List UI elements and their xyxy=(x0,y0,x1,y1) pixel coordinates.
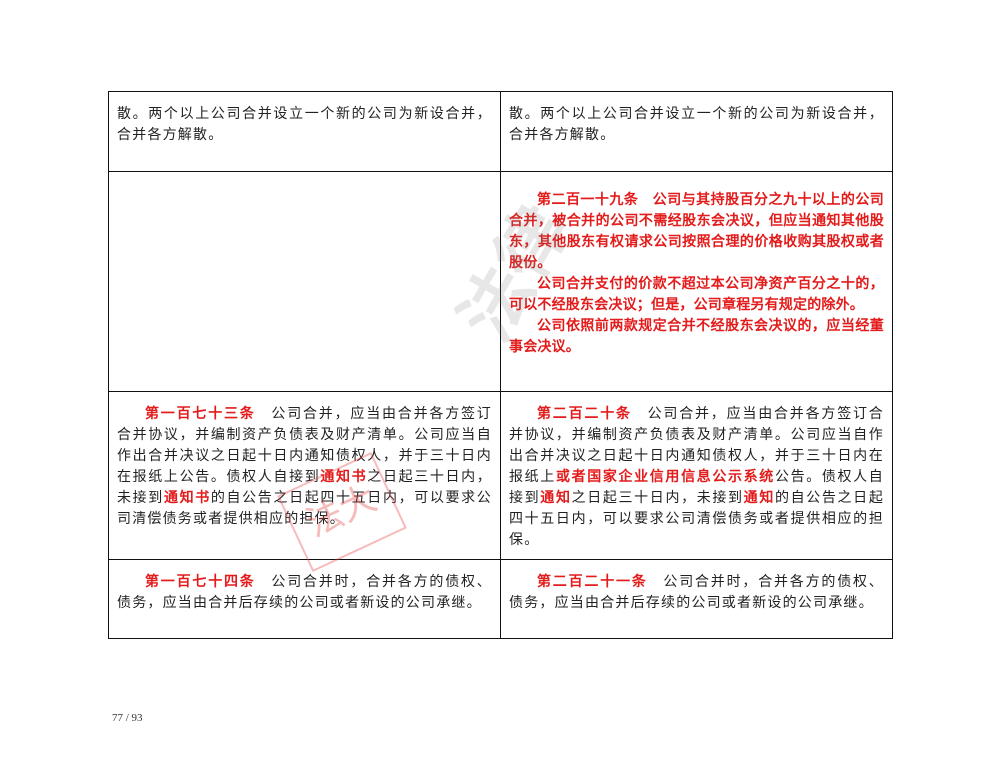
old-text-cell xyxy=(108,171,501,392)
highlight: 通知 xyxy=(540,490,572,506)
article-number: 第二百二十条 xyxy=(537,406,632,422)
old-text-cell: 第一百七十四条 公司合并时，合并各方的债权、债务，应当由合并后存续的公司或者新设… xyxy=(108,559,501,639)
paragraph: 第一百七十四条 公司合并时，合并各方的债权、债务，应当由合并后存续的公司或者新设… xyxy=(117,572,492,614)
article-number: 第一百七十三条 xyxy=(145,406,256,422)
text: 之日起三十日内，未接到 xyxy=(117,469,492,506)
text: 公告。债权人自接到 xyxy=(509,469,884,506)
page-number: 77 / 93 xyxy=(112,712,143,724)
article-number: 第二百二十一条 xyxy=(537,574,648,590)
comparison-table: 散。两个以上公司合并设立一个新的公司为新设合并，合并各方解散。 散。两个以上公司… xyxy=(108,91,893,639)
paragraph: 公司合并支付的价款不超过本公司净资产百分之十的，可以不经股东会决议；但是，公司章… xyxy=(509,276,884,313)
paragraph: 散。两个以上公司合并设立一个新的公司为新设合并，合并各方解散。 xyxy=(509,106,884,143)
old-text-cell: 散。两个以上公司合并设立一个新的公司为新设合并，合并各方解散。 xyxy=(108,91,501,172)
paragraph: 第二百一十九条 公司与其持股百分之九十以上的公司合并，被合并的公司不需经股东会决… xyxy=(509,192,884,271)
table-row: 第一百七十三条 公司合并，应当由合并各方签订合并协议，并编制资产负债表及财产清单… xyxy=(108,391,893,560)
new-text-cell: 散。两个以上公司合并设立一个新的公司为新设合并，合并各方解散。 xyxy=(500,91,893,172)
text: 公司合并时，合并各方的债权、债务，应当由合并后存续的公司或者新设的公司承继。 xyxy=(117,574,493,611)
text: 公司合并，应当由合并各方签订合并协议，并编制资产负债表及财产清单。公司应当自作出… xyxy=(117,406,493,485)
text: 公司合并时，合并各方的债权、债务，应当由合并后存续的公司或者新设的公司承继。 xyxy=(509,574,885,611)
text: 公司合并，应当由合并各方签订合并协议，并编制资产负债表及财产清单。公司应当自作出… xyxy=(509,406,885,485)
table-row: 散。两个以上公司合并设立一个新的公司为新设合并，合并各方解散。 散。两个以上公司… xyxy=(108,91,893,172)
table-row: 第一百七十四条 公司合并时，合并各方的债权、债务，应当由合并后存续的公司或者新设… xyxy=(108,559,893,639)
text: 的自公告之日起四十五日内，可以要求公司清偿债务或者提供相应的担保。 xyxy=(509,490,885,548)
text: 的自公告之日起四十五日内，可以要求公司清偿债务或者提供相应的担保。 xyxy=(117,490,492,527)
new-text-cell: 第二百二十一条 公司合并时，合并各方的债权、债务，应当由合并后存续的公司或者新设… xyxy=(500,559,893,639)
table-row: 第二百一十九条 公司与其持股百分之九十以上的公司合并，被合并的公司不需经股东会决… xyxy=(108,171,893,392)
text: 之日起三十日内，未接到 xyxy=(571,490,744,506)
paragraph: 第二百二十一条 公司合并时，合并各方的债权、债务，应当由合并后存续的公司或者新设… xyxy=(509,572,884,614)
highlight: 通知书 xyxy=(163,490,211,506)
highlight: 通知 xyxy=(743,490,775,506)
paragraph: 公司依照前两款规定合并不经股东会决议的，应当经董事会决议。 xyxy=(509,318,884,355)
old-text-cell: 第一百七十三条 公司合并，应当由合并各方签订合并协议，并编制资产负债表及财产清单… xyxy=(108,391,501,560)
article-number: 第一百七十四条 xyxy=(145,574,256,590)
highlight: 或者国家企业信用信息公示系统 xyxy=(555,469,775,485)
highlight: 通知书 xyxy=(320,469,368,485)
paragraph: 散。两个以上公司合并设立一个新的公司为新设合并，合并各方解散。 xyxy=(117,106,492,143)
new-text-cell: 第二百一十九条 公司与其持股百分之九十以上的公司合并，被合并的公司不需经股东会决… xyxy=(500,171,893,392)
paragraph: 第二百二十条 公司合并，应当由合并各方签订合并协议，并编制资产负债表及财产清单。… xyxy=(509,404,884,551)
paragraph: 第一百七十三条 公司合并，应当由合并各方签订合并协议，并编制资产负债表及财产清单… xyxy=(117,404,492,530)
new-text-cell: 第二百二十条 公司合并，应当由合并各方签订合并协议，并编制资产负债表及财产清单。… xyxy=(500,391,893,560)
